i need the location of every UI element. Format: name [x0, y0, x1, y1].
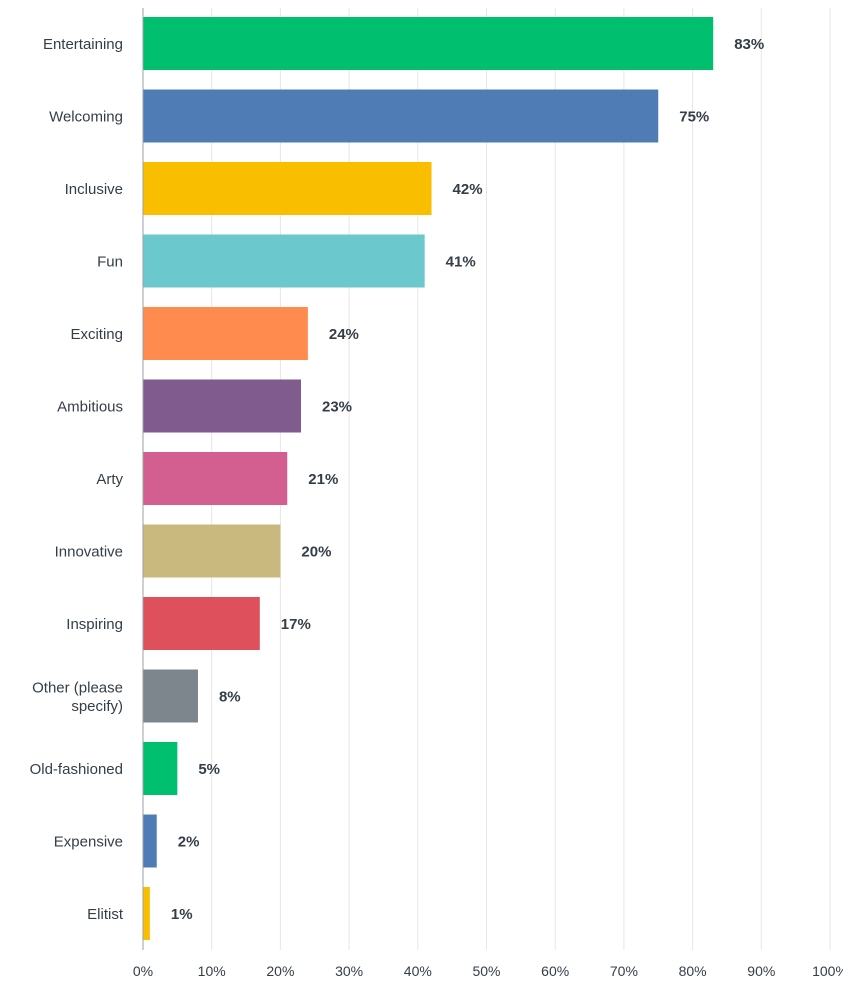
- value-label: 42%: [453, 181, 483, 198]
- x-tick-label: 10%: [198, 963, 226, 979]
- value-labels: 83% 75% 42% 41% 24% 23% 21% 20% 17% 8% 5% 2% 1%: [171, 36, 764, 923]
- bar-inspiring: [143, 597, 260, 650]
- x-tick-label: 80%: [679, 963, 707, 979]
- category-label: Inclusive: [65, 181, 123, 198]
- bar-ambitious: [143, 379, 302, 433]
- category-label: Expensive: [54, 833, 123, 850]
- value-label: 21%: [308, 471, 338, 488]
- bar-old-fashioned: [143, 742, 178, 795]
- x-tick-label: 20%: [266, 963, 294, 979]
- category-label: Elitist: [87, 906, 124, 923]
- category-label: Ambitious: [57, 398, 123, 415]
- bar-elitist: [143, 887, 150, 940]
- bar-other-please-specify: [143, 669, 198, 723]
- x-tick-label: 50%: [472, 963, 500, 979]
- value-label: 75%: [679, 108, 709, 125]
- category-label: Entertaining: [43, 36, 123, 53]
- bar-innovative: [143, 524, 281, 578]
- value-label: 20%: [301, 543, 331, 560]
- category-label: Exciting: [70, 326, 123, 343]
- category-label: Inspiring: [66, 616, 123, 633]
- value-label: 5%: [198, 761, 220, 778]
- value-label: 83%: [734, 36, 764, 53]
- value-label: 8%: [219, 688, 241, 705]
- bar-fun: [143, 234, 425, 288]
- category-label: Other (please specify): [32, 679, 123, 715]
- value-label: 23%: [322, 398, 352, 415]
- bar-entertaining: [143, 17, 714, 70]
- category-label: Fun: [97, 253, 123, 270]
- x-tick-label: 90%: [747, 963, 775, 979]
- x-tick-label: 0%: [133, 963, 153, 979]
- category-label: Innovative: [55, 543, 123, 560]
- bar-expensive: [143, 814, 157, 868]
- x-axis-ticks: 0% 10% 20% 30% 40% 50% 60% 70% 80% 90% 100%: [133, 963, 843, 979]
- category-label: Welcoming: [49, 108, 123, 125]
- x-tick-label: 70%: [610, 963, 638, 979]
- bars: [143, 17, 714, 940]
- x-tick-label: 40%: [404, 963, 432, 979]
- gridlines: [211, 8, 831, 950]
- value-label: 1%: [171, 906, 193, 923]
- category-labels: Entertaining Welcoming Inclusive Fun Excitin…: [30, 36, 124, 923]
- value-label: 17%: [281, 616, 311, 633]
- value-label: 41%: [446, 253, 476, 270]
- bar-arty: [143, 452, 288, 505]
- bar-welcoming: [143, 89, 659, 143]
- x-tick-label: 100%: [812, 963, 843, 979]
- bar-inclusive: [143, 162, 432, 215]
- x-tick-label: 30%: [335, 963, 363, 979]
- category-label: Old-fashioned: [30, 761, 123, 778]
- value-label: 24%: [329, 326, 359, 343]
- x-tick-label: 60%: [541, 963, 569, 979]
- value-label: 2%: [178, 833, 200, 850]
- category-label: Arty: [96, 471, 123, 488]
- bar-exciting: [143, 307, 308, 360]
